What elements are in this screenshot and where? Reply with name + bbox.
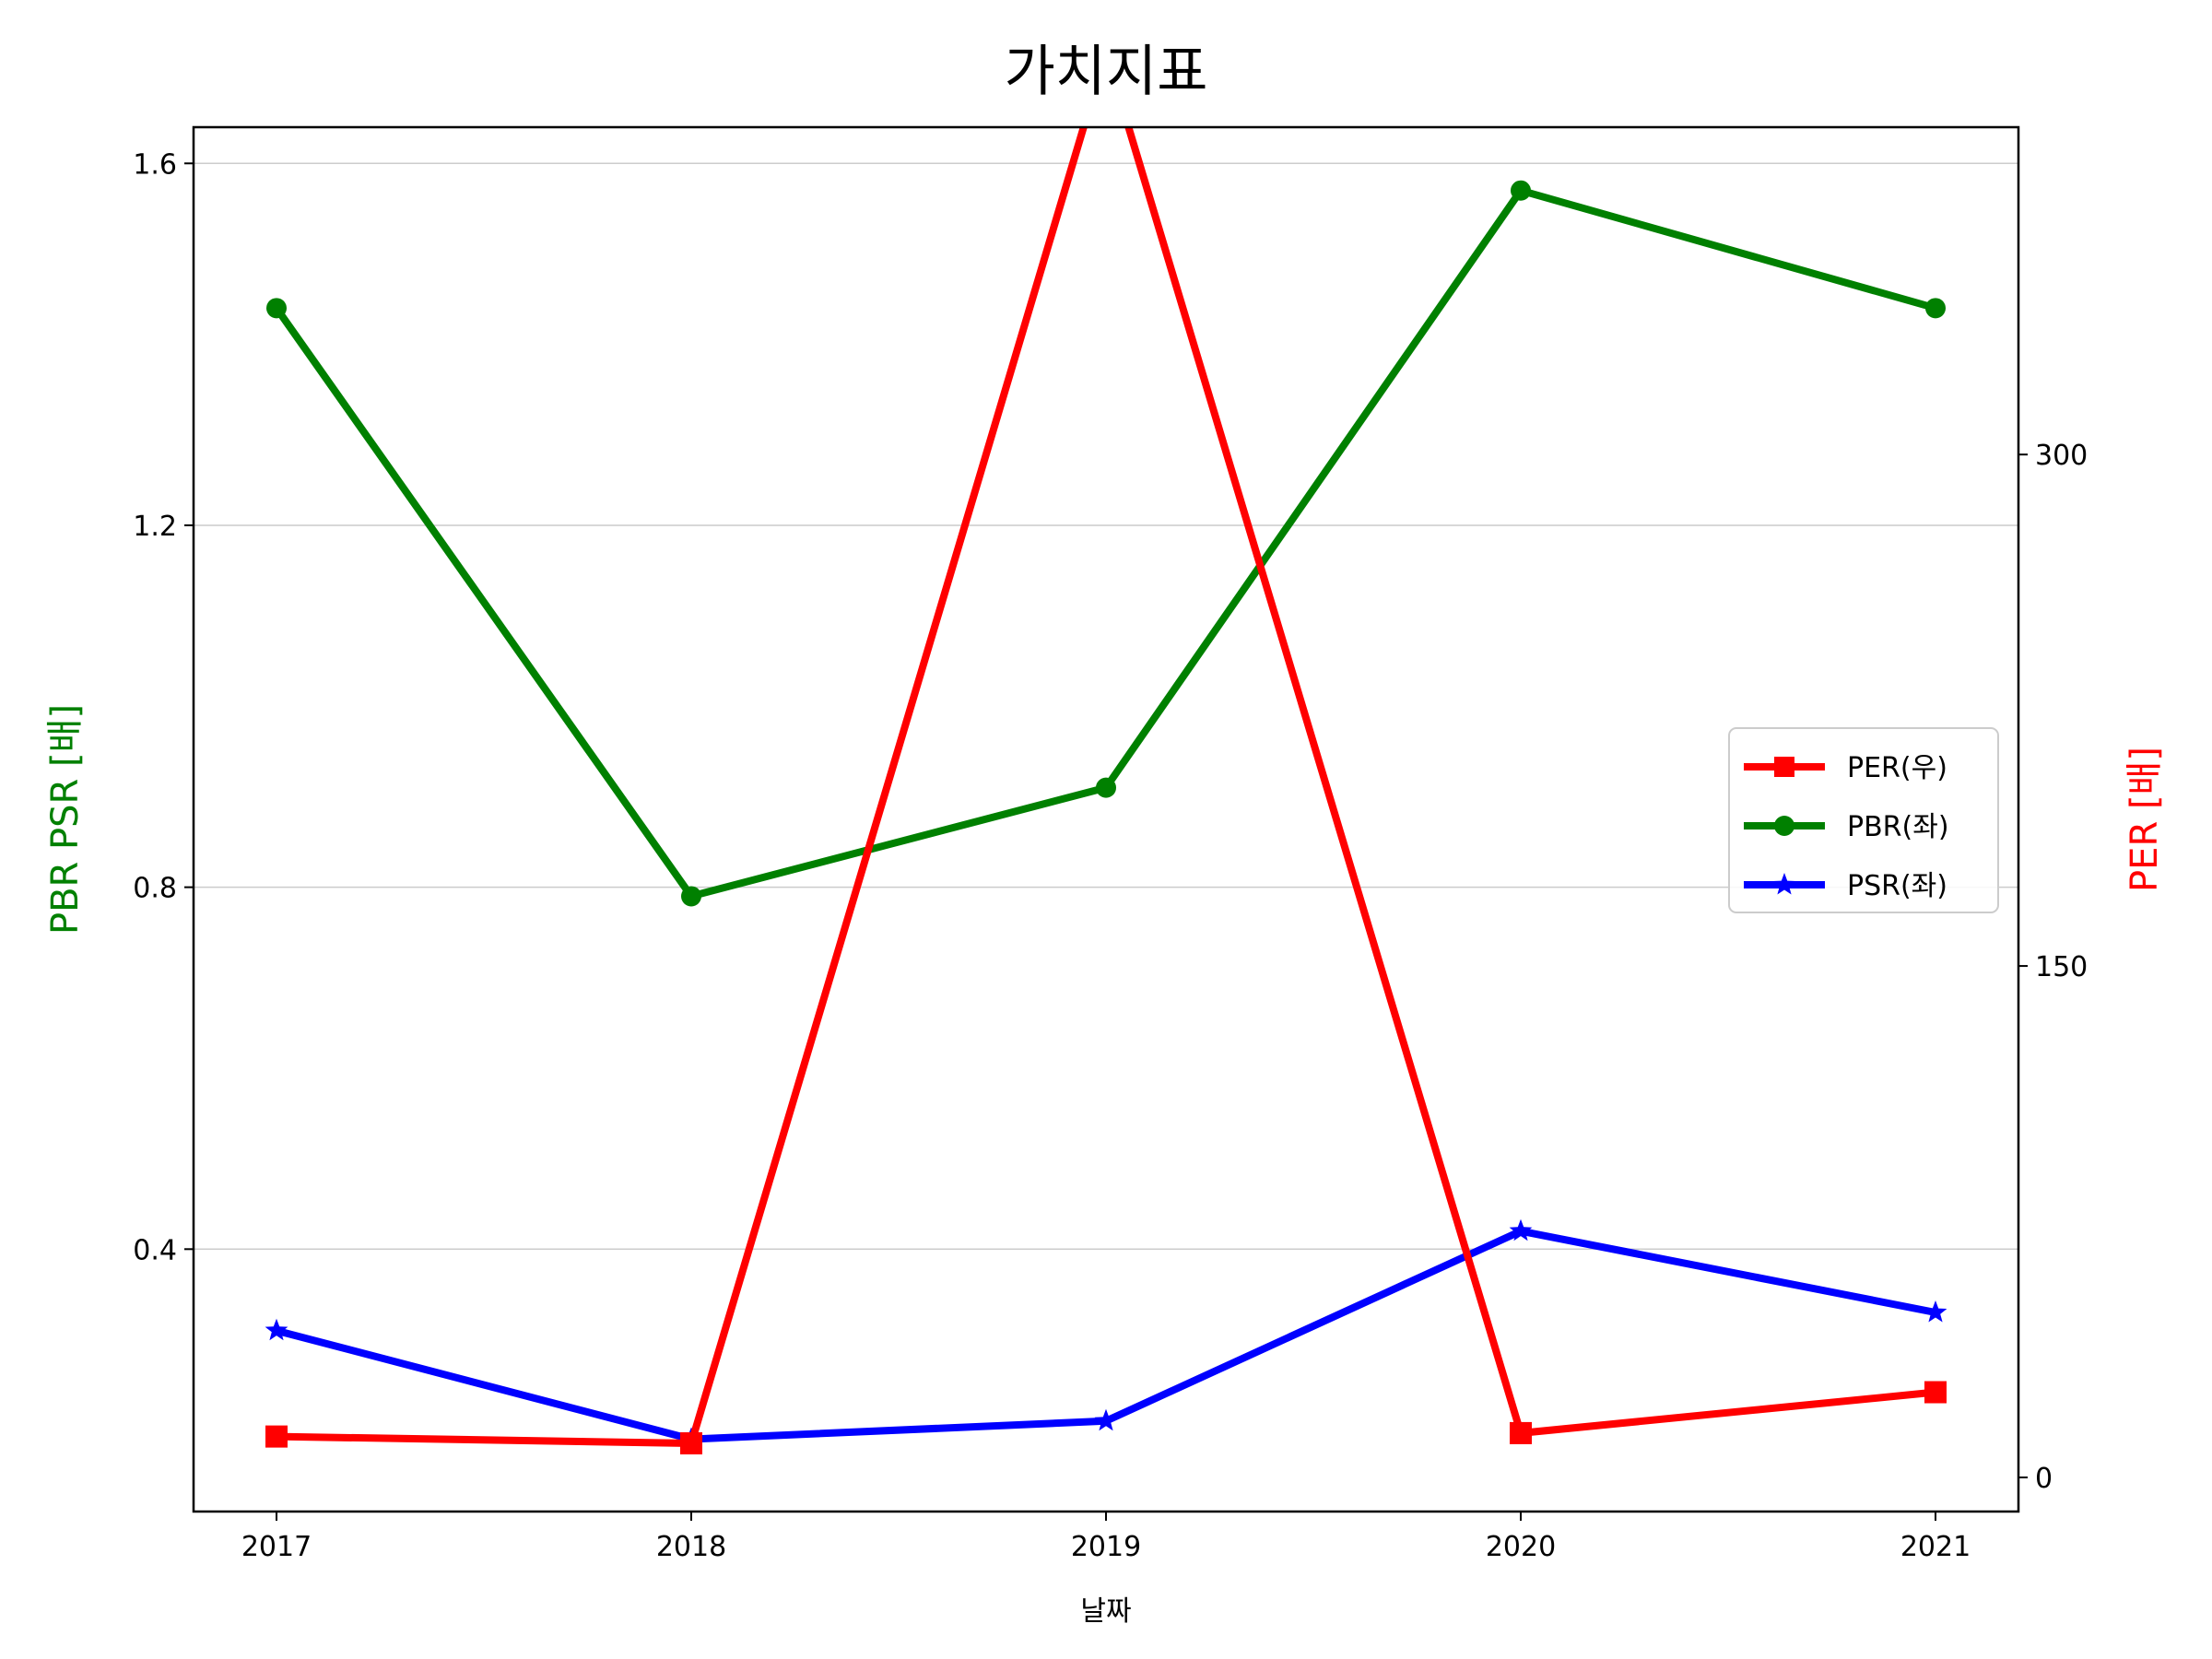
left-y-axis-label: PBR PSR [배] — [44, 704, 87, 935]
data-point — [1509, 1218, 1533, 1241]
data-point — [680, 1432, 702, 1455]
series-square — [265, 127, 1947, 1455]
legend: PER(우) PBR(좌) PSR(좌) — [1728, 727, 1999, 913]
right-tick-label: 150 — [2035, 951, 2088, 983]
x-axis-label: 날짜 — [1080, 1595, 1131, 1628]
right-y-axis-label: PER [배] — [2124, 747, 2166, 892]
legend-marker — [1774, 757, 1794, 777]
data-point — [1094, 1408, 1118, 1431]
data-point — [1925, 298, 1946, 319]
legend-marker — [1774, 816, 1794, 836]
data-point — [265, 1425, 288, 1448]
x-tick-label: 2021 — [1900, 1531, 1971, 1563]
legend-marker — [1772, 873, 1796, 895]
gridlines — [194, 162, 2018, 1251]
series-circle — [266, 180, 1946, 907]
x-tick-label: 2018 — [656, 1531, 726, 1563]
data-point — [1924, 1300, 1947, 1323]
data-point — [266, 298, 287, 319]
left-tick-label: 0.8 — [133, 873, 177, 905]
data-point — [681, 886, 701, 907]
data-point — [1511, 180, 1531, 201]
data-point — [1924, 1381, 1947, 1404]
x-axis: 2017 2018 2019 2020 2021 — [241, 1512, 1971, 1563]
x-tick-label: 2020 — [1486, 1531, 1556, 1563]
left-tick-label: 1.6 — [133, 148, 177, 181]
x-tick-label: 2019 — [1071, 1531, 1141, 1563]
right-y-axis: 0 150 300 — [2018, 440, 2088, 1495]
chart-title: 가치지표 — [1005, 40, 1208, 104]
right-tick-label: 300 — [2035, 440, 2088, 472]
data-point — [265, 1318, 288, 1341]
series-line — [273, 127, 1939, 1447]
left-y-axis: 0.4 0.8 1.2 1.6 — [133, 148, 194, 1266]
legend-label: PSR(좌) — [1847, 870, 1947, 902]
data-point — [1096, 777, 1116, 798]
right-tick-label: 0 — [2035, 1463, 2053, 1495]
left-tick-label: 1.2 — [133, 511, 177, 543]
legend-label: PBR(좌) — [1847, 811, 1949, 843]
legend-box — [1728, 727, 1999, 913]
left-tick-label: 0.4 — [133, 1234, 177, 1266]
legend-label: PER(우) — [1847, 752, 1947, 784]
data-point — [1510, 1421, 1532, 1444]
plot-series — [265, 127, 1947, 1455]
x-tick-label: 2017 — [241, 1531, 312, 1563]
